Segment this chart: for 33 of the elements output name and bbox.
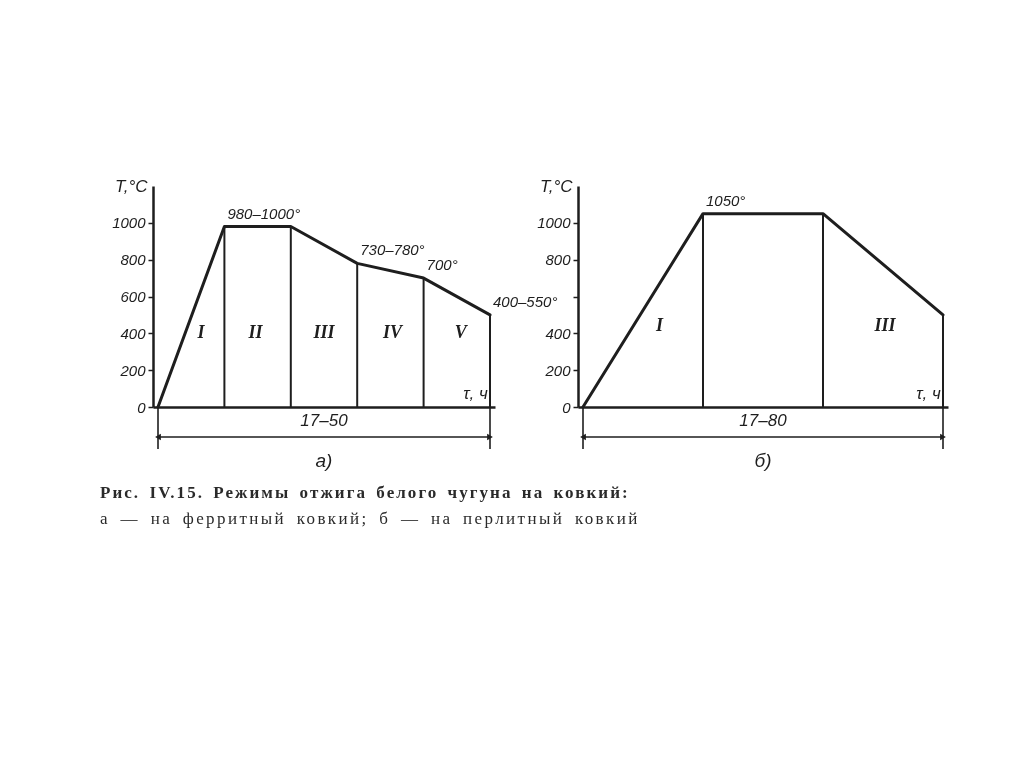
y-tick-label: 1000 xyxy=(112,214,147,232)
data-label: 400–550° xyxy=(493,292,558,310)
annotation: I xyxy=(654,314,664,335)
annotation: II xyxy=(247,322,264,343)
annotation: V xyxy=(454,322,469,343)
y-tick-label: 400 xyxy=(120,324,147,342)
y-tick-label: 0 xyxy=(562,398,572,416)
y-tick-label: 200 xyxy=(119,361,147,379)
y-tick-label: 1000 xyxy=(537,214,572,232)
annotation: IV xyxy=(381,322,404,343)
text: б) xyxy=(754,449,772,471)
y-tick-label: 800 xyxy=(120,251,147,269)
annotation: III xyxy=(312,322,336,343)
y-axis-title: T,°C xyxy=(539,176,574,196)
data-label: 700° xyxy=(426,256,458,274)
data-label: 730–780° xyxy=(360,241,425,259)
x-axis-title: τ, ч xyxy=(916,383,941,403)
text: Рис. IV.15. Режимы отжига белого чугуна на ковкий: xyxy=(100,483,630,503)
text: а) xyxy=(315,449,333,471)
text: а — на ферритный ковкий; б — на перлитный ковкий xyxy=(100,509,640,529)
y-axis-title: T,°C xyxy=(114,176,149,196)
annotation: III xyxy=(873,314,897,335)
y-tick-label: 200 xyxy=(544,361,572,379)
text: 17–50 xyxy=(300,411,349,430)
y-tick-label: 400 xyxy=(545,324,572,342)
data-label: 980–1000° xyxy=(227,204,301,222)
x-axis-title: τ, ч xyxy=(463,383,488,403)
y-tick-label: 0 xyxy=(137,398,147,416)
y-tick-label: 800 xyxy=(545,251,572,269)
data-label: 1050° xyxy=(706,191,746,209)
annotation: I xyxy=(196,322,206,343)
text: 17–80 xyxy=(739,411,788,430)
y-tick-label: 600 xyxy=(120,288,147,305)
